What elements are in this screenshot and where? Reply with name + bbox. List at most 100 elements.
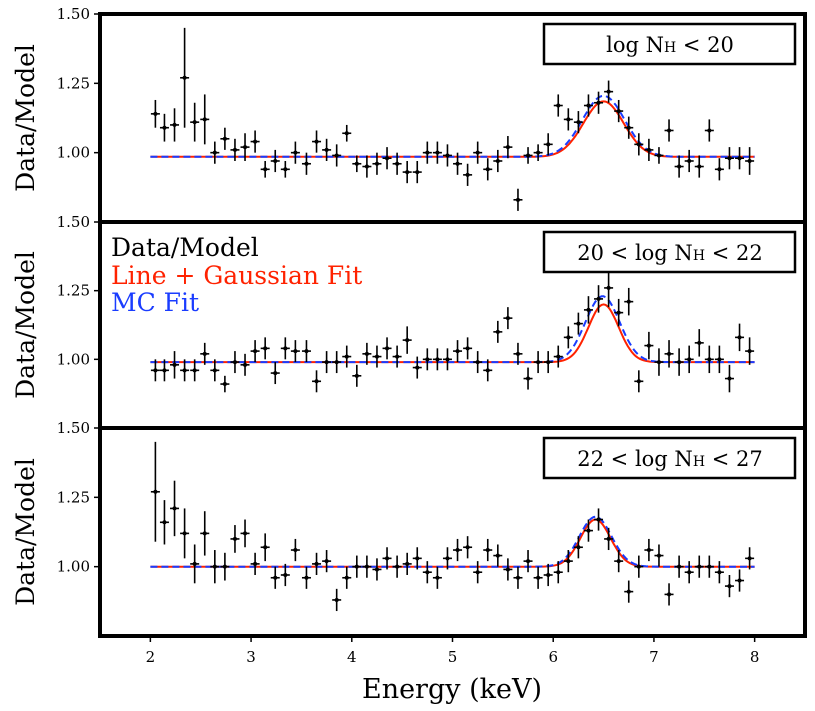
data-point [523,367,533,390]
x-tick-label: 8 [750,648,760,666]
data-point [694,329,704,357]
point-marker [293,548,298,553]
data-point [312,552,322,575]
point-marker [304,575,309,580]
point-marker [526,376,531,381]
data-point [563,550,573,573]
point-marker [616,109,621,114]
data-point [664,340,674,368]
point-marker [202,351,207,356]
point-marker [395,161,400,166]
panel-label-box: 22 < log NH < 27 [542,436,797,480]
point-marker [677,360,682,365]
x-tick-label: 2 [146,648,156,666]
data-point [463,163,473,186]
point-marker [465,545,470,550]
data-point [553,345,563,368]
point-marker [717,167,722,172]
data-point [735,147,745,170]
point-marker [415,365,420,370]
data-point [745,337,755,365]
point-marker [405,561,410,566]
point-marker [556,354,561,359]
data-point [724,364,734,393]
point-marker [536,150,541,155]
y-tick-label: 1.50 [57,213,90,231]
point-marker [586,103,591,108]
data-point [230,138,240,161]
data-point [674,155,684,178]
point-marker [576,545,581,550]
point-marker [324,147,329,152]
data-point [594,508,604,531]
point-marker [334,153,339,158]
panel-label-text: log NH < 20 [606,33,734,57]
data-point [684,149,694,173]
data-point [654,348,664,376]
data-point [159,500,169,545]
data-point [654,147,664,164]
data-point [210,359,220,382]
data-point [714,345,724,374]
data-point [170,351,180,379]
data-point [270,149,280,173]
point-marker [495,553,500,558]
point-marker [475,360,480,365]
point-marker [324,360,329,365]
data-point [724,574,734,598]
point-marker [515,351,520,356]
data-point [745,547,755,570]
point-marker [707,357,712,362]
y-axis-label: Data/Model [11,458,40,606]
point-marker [162,125,167,130]
data-point [573,312,583,335]
data-point [432,348,442,371]
data-point [372,558,382,581]
point-marker [727,376,732,381]
point-marker [314,139,319,144]
point-marker [747,349,752,354]
point-marker [656,360,661,365]
data-point [382,547,392,570]
point-marker [737,578,742,583]
point-marker [153,489,158,494]
point-marker [576,321,581,326]
data-point [594,91,604,114]
point-marker [656,553,661,558]
data-point [270,362,280,385]
point-marker [667,128,672,133]
point-marker [646,147,651,152]
data-point [180,27,190,128]
legend-entry: Line + Gaussian Fit [111,261,362,290]
data-point [493,320,503,343]
point-marker [475,150,480,155]
point-marker [717,357,722,362]
point-marker [385,346,390,351]
data-point [200,511,210,556]
point-marker [677,564,682,569]
data-point [473,561,483,584]
point-marker [636,564,641,569]
point-marker [475,570,480,575]
point-marker [727,584,732,589]
data-point [372,345,382,368]
point-marker [495,158,500,163]
data-point [180,508,190,559]
point-marker [243,145,248,150]
data-point [301,340,311,363]
point-marker [172,122,177,127]
point-marker [354,564,359,569]
data-point [180,359,190,382]
data-point [624,116,634,139]
data-point [493,149,503,173]
point-marker [293,349,298,354]
point-marker [546,572,551,577]
data-point [654,544,664,567]
data-point [473,351,483,374]
point-marker [526,153,531,158]
point-marker [425,357,430,362]
x-axis: 2 3 4 5 6 7 8 [146,636,760,666]
data-point [352,155,362,173]
point-marker [182,75,187,80]
